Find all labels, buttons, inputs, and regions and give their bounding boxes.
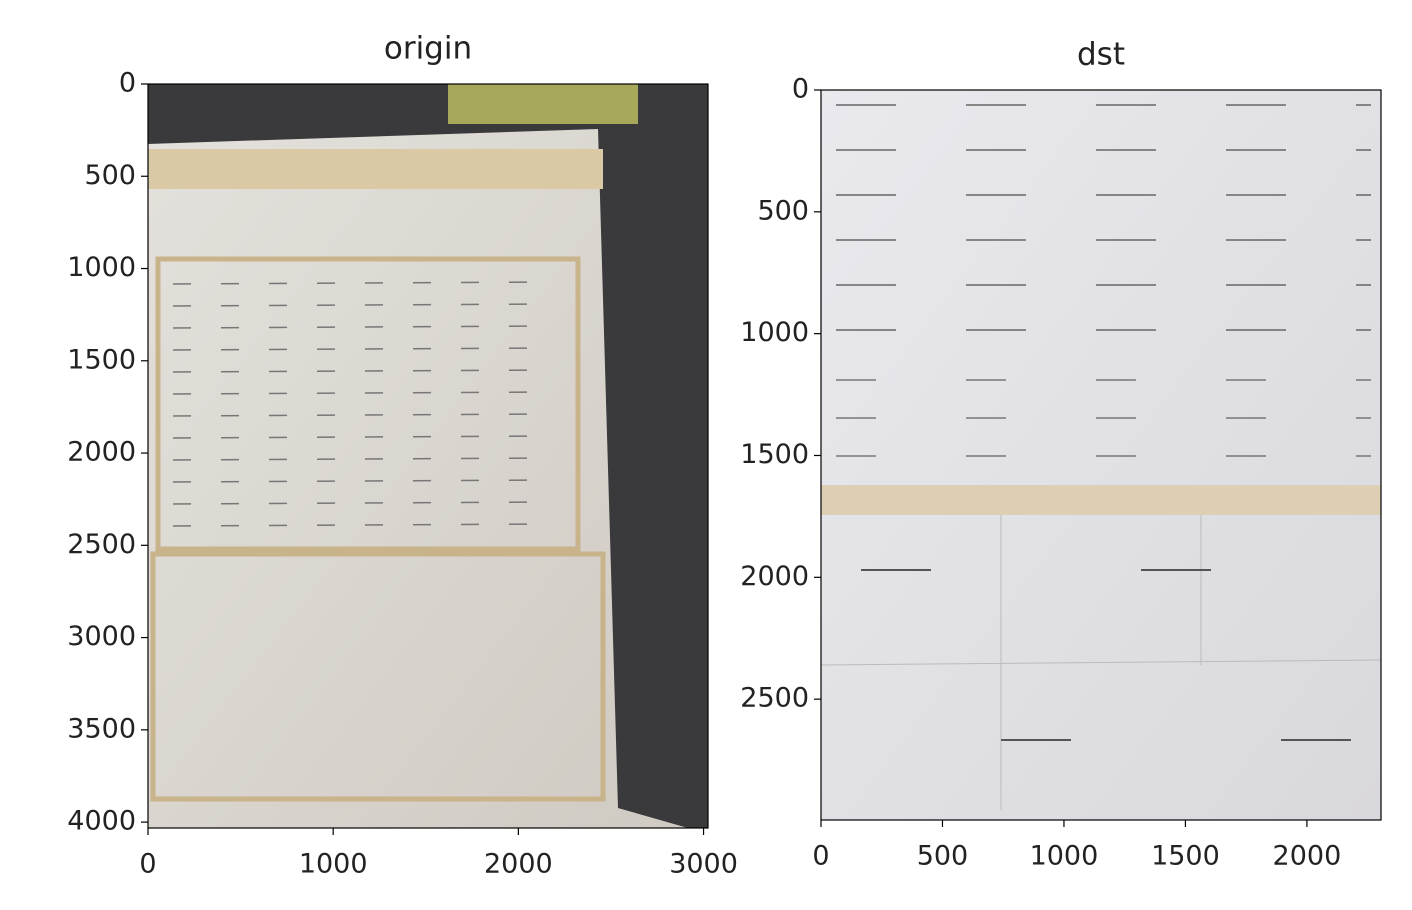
x-tick-label: 2000 bbox=[1273, 841, 1342, 872]
image-writing bbox=[172, 281, 549, 285]
y-tick-label: 500 bbox=[757, 195, 809, 226]
y-tick-label: 2500 bbox=[740, 683, 809, 714]
y-tick-label: 3500 bbox=[67, 713, 136, 744]
chart-title: origin bbox=[384, 31, 472, 67]
y-tick-label: 4000 bbox=[67, 806, 136, 837]
image-writing bbox=[172, 391, 549, 395]
axes-frame bbox=[147, 83, 709, 829]
image-writing bbox=[172, 369, 549, 373]
x-tick-label: 2000 bbox=[484, 849, 553, 880]
image-writing bbox=[172, 479, 549, 483]
y-tick-label: 0 bbox=[119, 68, 136, 99]
y-tick-label: 3000 bbox=[67, 621, 136, 652]
image-writing bbox=[172, 347, 549, 351]
chart-title: dst bbox=[1077, 37, 1125, 73]
y-tick-label: 1000 bbox=[67, 252, 136, 283]
y-tick-label: 1500 bbox=[740, 439, 809, 470]
y-tick-label: 1000 bbox=[740, 317, 809, 348]
x-tick-label: 1000 bbox=[1030, 841, 1099, 872]
y-tick-label: 0 bbox=[792, 74, 809, 105]
x-tick-label: 0 bbox=[139, 849, 156, 880]
image-writing bbox=[172, 435, 549, 439]
y-tick-label: 500 bbox=[84, 160, 136, 191]
subplot: dst 0 500 1000 1500 2000 0 500 1000 1500 2000 2500 bbox=[740, 37, 1382, 872]
y-tick-label: 1500 bbox=[67, 344, 136, 375]
image-desk bbox=[448, 84, 638, 124]
y-tick-label: 2000 bbox=[67, 437, 136, 468]
image-band bbox=[148, 149, 603, 189]
x-tick-label: 0 bbox=[812, 841, 829, 872]
image-writing bbox=[172, 523, 549, 527]
x-tick-label: 500 bbox=[917, 841, 969, 872]
image bbox=[821, 90, 1381, 820]
image-paper bbox=[148, 129, 688, 828]
y-tick-label: 2500 bbox=[67, 529, 136, 560]
x-tick-label: 1500 bbox=[1151, 841, 1220, 872]
image-rule bbox=[820, 659, 1382, 666]
image-writing bbox=[172, 457, 549, 461]
image-writing bbox=[172, 303, 549, 307]
y-tick-label: 2000 bbox=[740, 561, 809, 592]
image-writing bbox=[172, 501, 549, 505]
image-writing bbox=[172, 325, 549, 329]
image-frame bbox=[155, 256, 581, 552]
x-tick-label: 1000 bbox=[299, 849, 368, 880]
image-band bbox=[821, 485, 1381, 515]
subplot: origin 0 1000 2000 3000 0 500 1000 1500 2000 2500 3… bbox=[67, 31, 738, 880]
image-frame bbox=[150, 551, 606, 802]
image-writing bbox=[172, 413, 549, 417]
x-tick-label: 3000 bbox=[669, 849, 738, 880]
